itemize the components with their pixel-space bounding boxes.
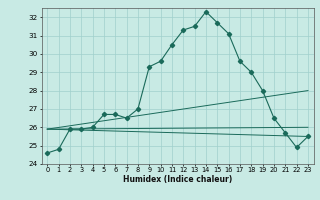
- X-axis label: Humidex (Indice chaleur): Humidex (Indice chaleur): [123, 175, 232, 184]
